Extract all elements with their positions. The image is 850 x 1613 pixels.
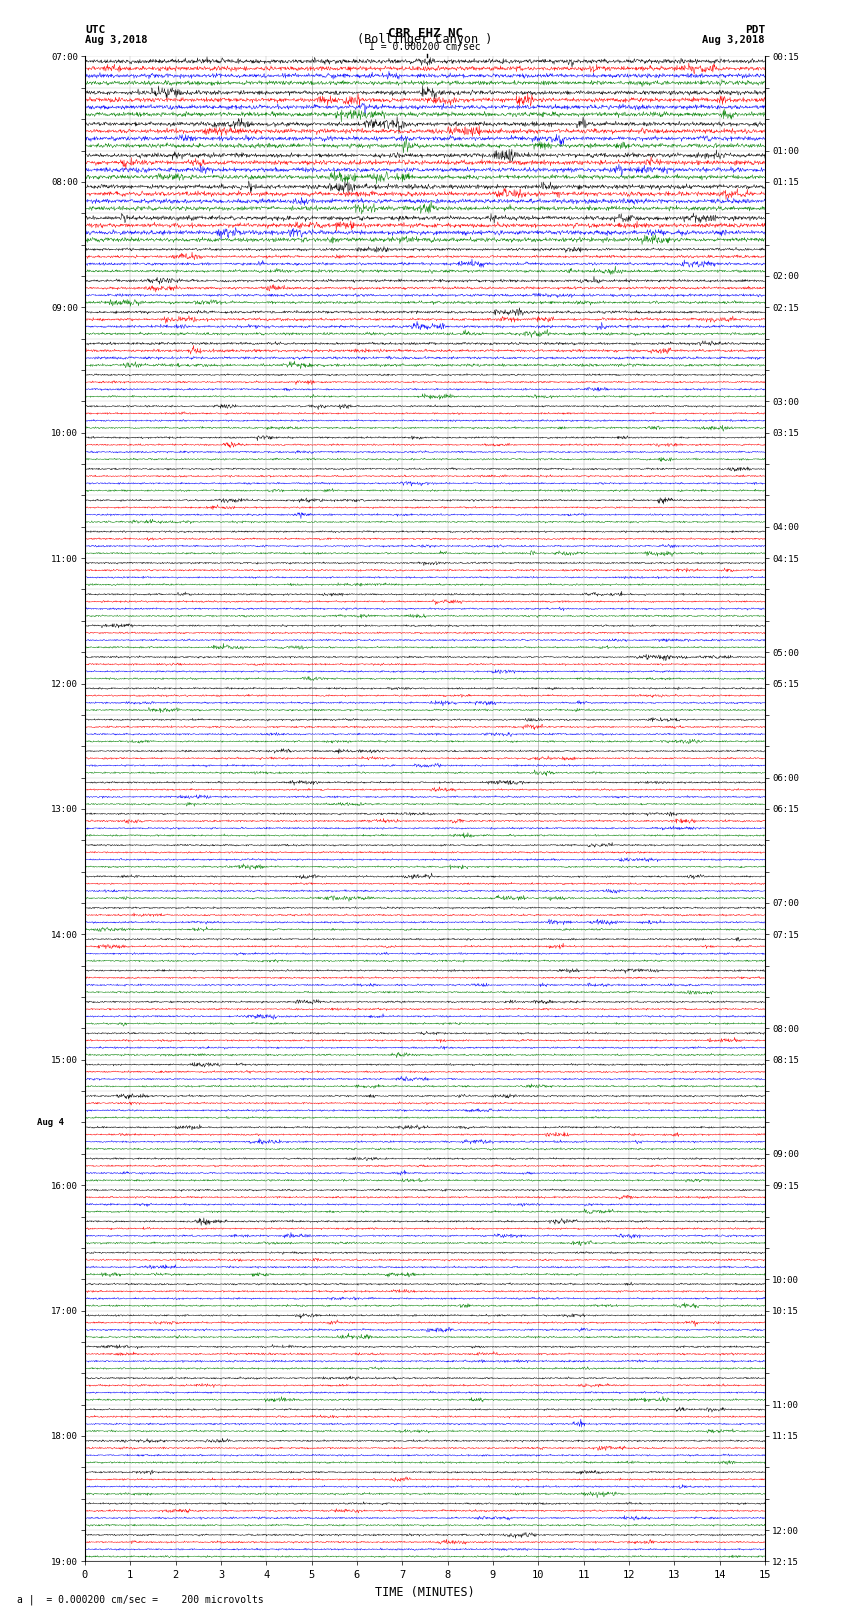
X-axis label: TIME (MINUTES): TIME (MINUTES) <box>375 1586 475 1598</box>
Text: I = 0.000200 cm/sec: I = 0.000200 cm/sec <box>369 42 481 52</box>
Text: Aug 3,2018: Aug 3,2018 <box>85 35 148 45</box>
Text: UTC: UTC <box>85 26 105 35</box>
Text: Aug 3,2018: Aug 3,2018 <box>702 35 765 45</box>
Text: PDT: PDT <box>745 26 765 35</box>
Text: a |  = 0.000200 cm/sec =    200 microvolts: a | = 0.000200 cm/sec = 200 microvolts <box>17 1594 264 1605</box>
Text: (Bollinger Canyon ): (Bollinger Canyon ) <box>357 32 493 45</box>
Text: CBR EHZ NC: CBR EHZ NC <box>388 26 462 39</box>
Text: Aug 4: Aug 4 <box>37 1118 65 1127</box>
